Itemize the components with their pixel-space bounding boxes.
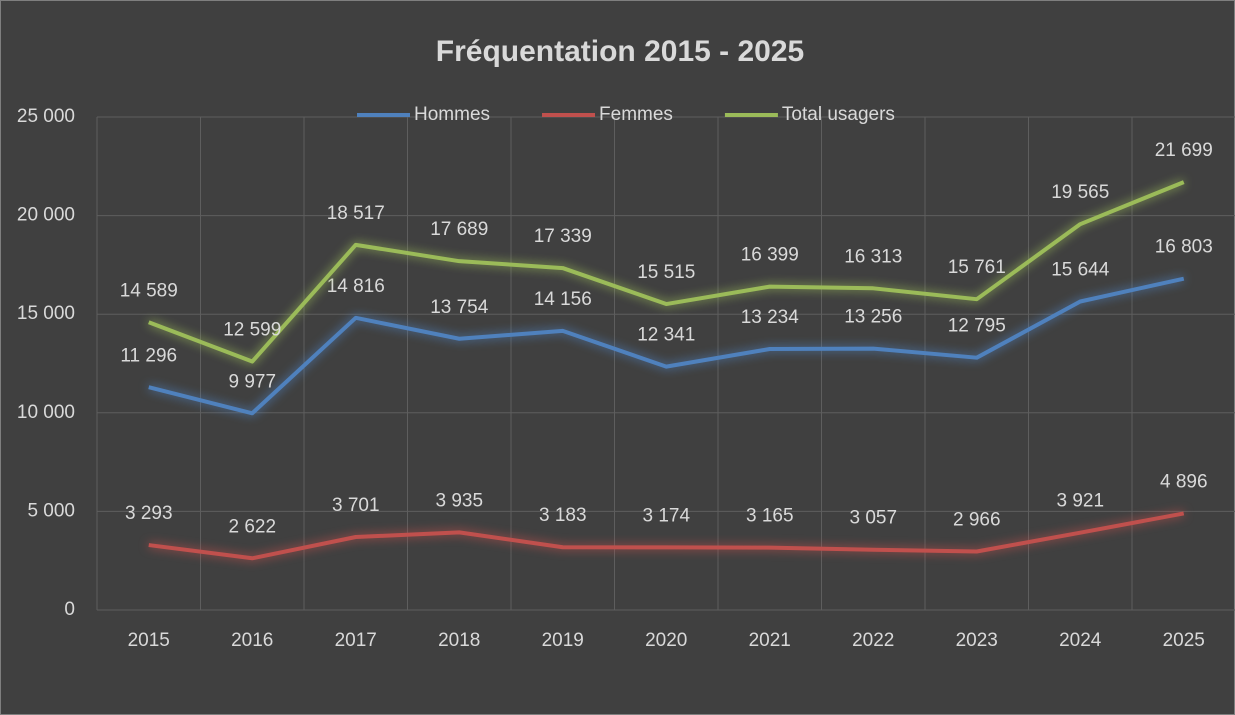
data-label: 13 754: [430, 297, 489, 318]
data-label: 15 761: [948, 257, 1006, 278]
data-label: 12 341: [637, 325, 695, 346]
series-line: [148, 511, 1185, 561]
x-tick-label: 2019: [542, 630, 584, 651]
x-tick-label: 2022: [852, 630, 894, 651]
data-label: 13 234: [741, 307, 800, 328]
data-label: 3 293: [125, 503, 173, 524]
data-label: 12 599: [223, 320, 281, 341]
series-line: [148, 180, 1185, 364]
data-label: 11 296: [120, 345, 177, 366]
data-label: 14 589: [120, 280, 178, 301]
data-label: 3 183: [539, 505, 587, 526]
data-label: 3 935: [435, 490, 483, 511]
data-label: 13 256: [844, 307, 902, 328]
data-label: 21 699: [1155, 140, 1213, 161]
data-label: 14 816: [327, 276, 385, 297]
chart-title: Fréquentation 2015 - 2025: [436, 35, 804, 68]
data-label: 3 921: [1056, 491, 1104, 512]
data-label: 3 165: [746, 506, 794, 527]
data-label: 18 517: [327, 203, 385, 224]
data-label: 17 339: [534, 226, 592, 247]
x-tick-label: 2016: [231, 630, 273, 651]
data-label: 9 977: [228, 371, 276, 392]
x-tick-label: 2020: [645, 630, 687, 651]
x-tick-label: 2021: [749, 630, 791, 651]
data-label: 16 313: [844, 246, 902, 267]
y-tick-label: 15 000: [17, 303, 75, 324]
x-tick-label: 2017: [335, 630, 377, 651]
data-label: 3 701: [332, 495, 380, 516]
y-tick-label: 5 000: [27, 500, 75, 521]
x-tick-label: 2023: [956, 630, 998, 651]
x-tick-label: 2015: [128, 630, 170, 651]
data-label: 16 399: [741, 245, 799, 266]
y-tick-label: 0: [64, 599, 75, 620]
y-tick-label: 10 000: [17, 402, 75, 423]
legend-label: Femmes: [599, 104, 673, 125]
data-label: 19 565: [1051, 182, 1109, 203]
data-label: 3 174: [642, 505, 690, 526]
x-tick-label: 2018: [438, 630, 480, 651]
data-label: 3 057: [849, 508, 897, 529]
data-label: 17 689: [430, 219, 488, 240]
x-tick-label: 2024: [1059, 630, 1102, 651]
legend-label: Hommes: [414, 104, 490, 125]
data-label: 16 803: [1155, 237, 1213, 258]
data-label: 2 622: [228, 516, 276, 537]
data-label: 14 156: [534, 289, 592, 310]
y-tick-label: 20 000: [17, 205, 75, 226]
series-line: [148, 276, 1185, 416]
data-label: 15 515: [637, 262, 695, 283]
legend-label: Total usagers: [782, 104, 895, 125]
data-label: 2 966: [953, 510, 1001, 531]
data-label: 15 644: [1051, 260, 1110, 281]
data-label: 12 795: [948, 316, 1006, 337]
y-tick-label: 25 000: [17, 106, 75, 127]
x-tick-label: 2025: [1163, 630, 1205, 651]
data-label: 4 896: [1160, 471, 1208, 492]
